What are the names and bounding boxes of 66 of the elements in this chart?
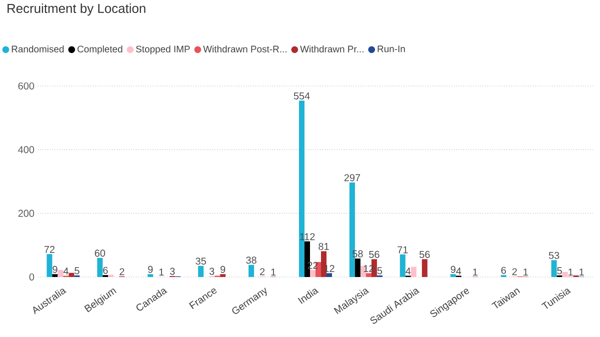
- data-label: 53: [548, 252, 560, 259]
- legend-label: Stopped IMP: [136, 45, 190, 54]
- bar: [562, 272, 568, 277]
- data-label: 1: [524, 268, 528, 276]
- bar: [422, 259, 428, 277]
- bar: [310, 270, 316, 277]
- data-label: 2: [260, 268, 265, 276]
- legend-label: Completed: [78, 45, 122, 54]
- data-label: 3: [209, 268, 214, 275]
- data-label: 9: [450, 266, 456, 273]
- data-label: 1: [473, 268, 478, 276]
- bar: [97, 258, 103, 277]
- bar: [360, 266, 366, 277]
- data-label: 297: [344, 174, 360, 182]
- data-label: 4: [63, 268, 68, 275]
- bar: [354, 258, 360, 277]
- data-label: 35: [196, 258, 206, 265]
- chart-title: Recruitment by Location: [8, 4, 146, 16]
- data-label: 3: [170, 268, 175, 275]
- bar: [366, 273, 372, 277]
- data-label: 9: [52, 266, 58, 273]
- bar: [148, 274, 154, 277]
- legend-label: Run-In: [378, 46, 405, 52]
- legend-label: Withdrawn Post-R...: [203, 45, 286, 52]
- legend-label: Withdrawn Pr...: [300, 45, 364, 52]
- bar: [220, 274, 226, 277]
- data-label: 1: [271, 268, 276, 276]
- data-label: 38: [246, 256, 256, 264]
- legend-label: Randomised: [12, 45, 64, 52]
- data-label: 5: [74, 267, 80, 274]
- bar: [450, 274, 456, 277]
- data-label: 1: [159, 268, 164, 276]
- data-label: 1: [568, 268, 573, 276]
- bar: [326, 273, 332, 277]
- data-label: 6: [103, 266, 108, 274]
- data-label: 71: [398, 246, 408, 254]
- data-label: 5: [377, 267, 382, 274]
- bar: [52, 274, 58, 277]
- bar: [68, 272, 74, 277]
- bar: [400, 254, 406, 277]
- bar: [551, 260, 557, 277]
- y-tick-label: 200: [18, 210, 34, 217]
- bar: [248, 264, 254, 277]
- data-label: 56: [369, 250, 380, 258]
- data-label: 72: [44, 246, 55, 253]
- bar: [410, 266, 416, 277]
- data-label: 56: [420, 250, 430, 258]
- data-label: 60: [94, 250, 106, 257]
- y-tick-label: 0: [29, 273, 34, 281]
- data-label: 4: [406, 268, 411, 275]
- x-tick-label: India: [298, 288, 319, 304]
- data-label: 2: [512, 268, 517, 276]
- bar: [198, 266, 204, 277]
- data-label: 554: [294, 92, 310, 100]
- data-label: 9: [220, 266, 226, 273]
- data-label: 5: [557, 267, 562, 274]
- data-label: 1: [580, 268, 584, 276]
- bar: [58, 270, 64, 277]
- data-label: 6: [501, 266, 506, 274]
- data-label: 9: [148, 266, 153, 273]
- y-tick-label: 600: [18, 82, 34, 90]
- data-label: 4: [456, 268, 462, 275]
- data-label: 81: [318, 242, 329, 250]
- y-tick-label: 400: [18, 146, 34, 154]
- data-label: 2: [120, 268, 124, 276]
- bar: [46, 254, 52, 277]
